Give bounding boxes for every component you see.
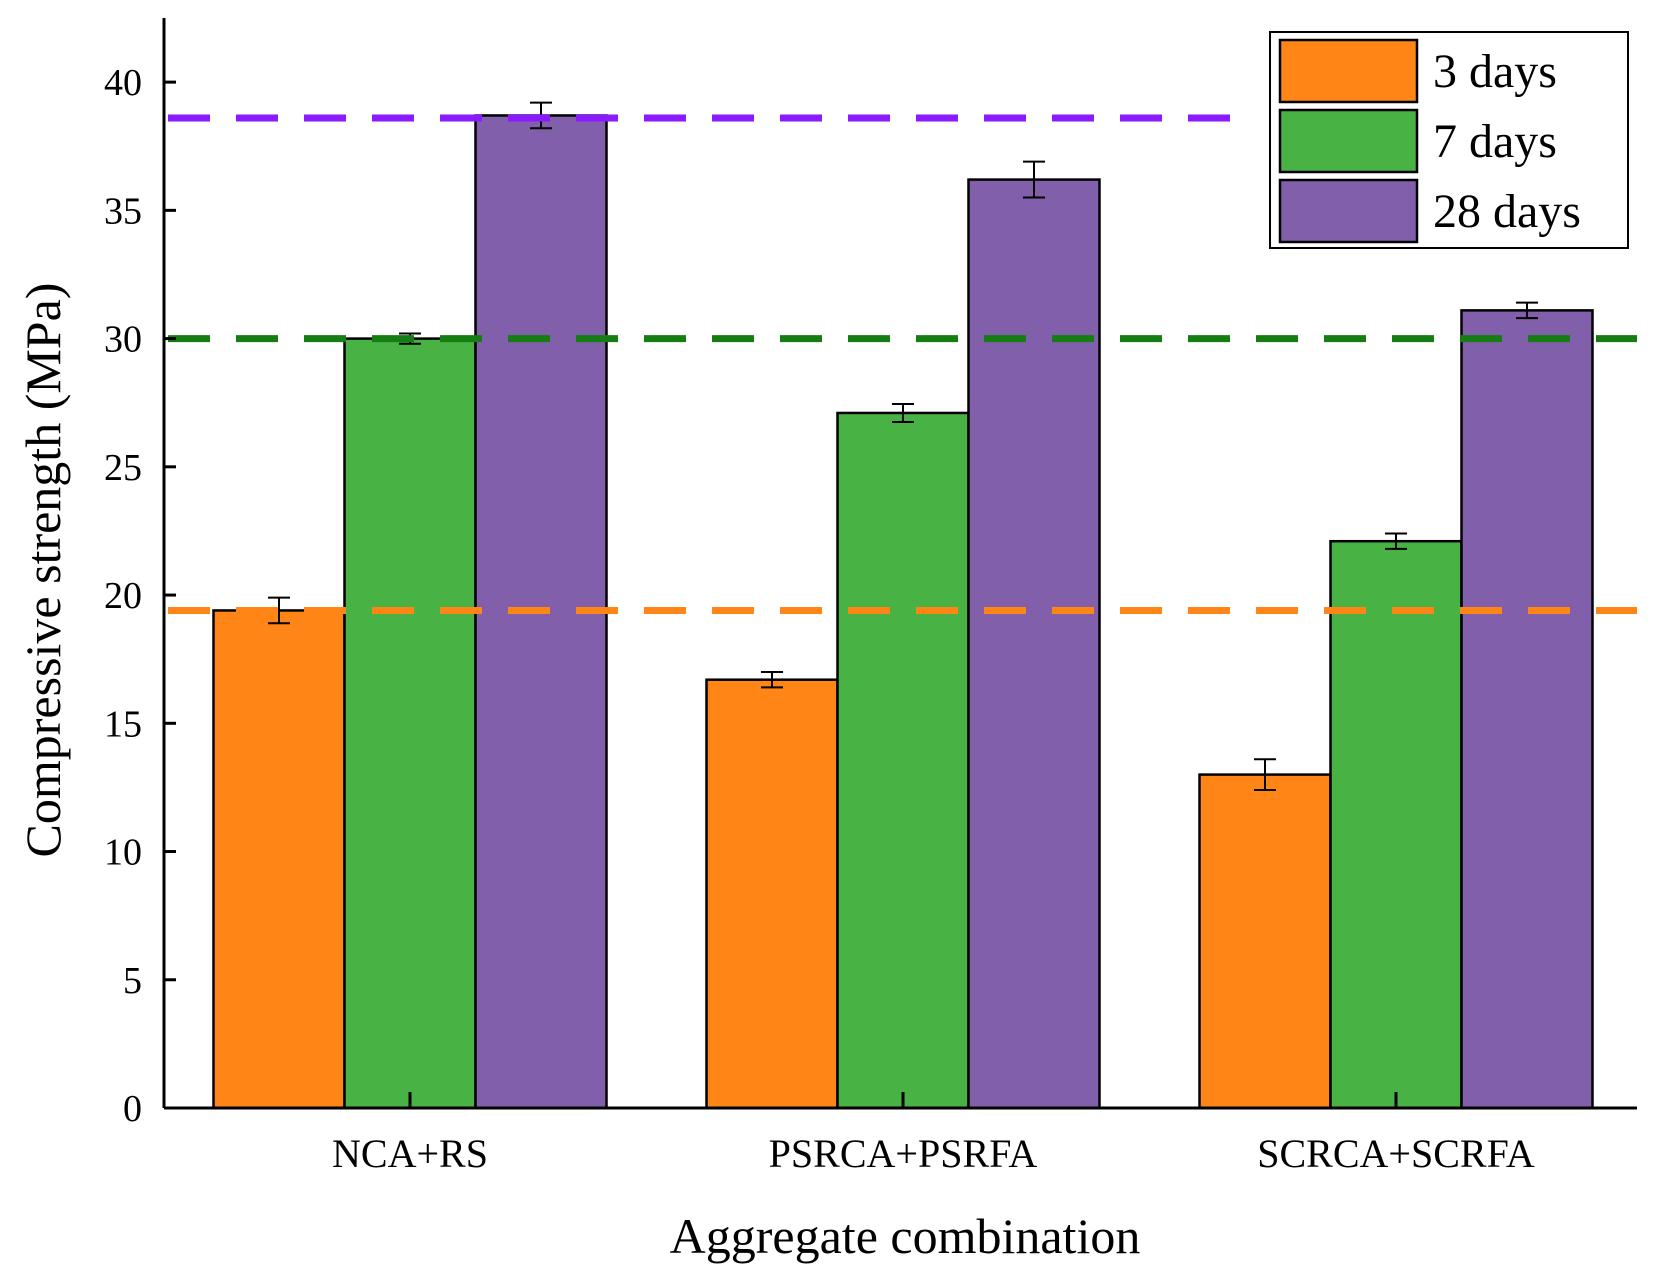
error-bar-3-3: [1516, 301, 1538, 320]
error-bar-3-2: [1023, 160, 1045, 199]
y-tick-label-4: 15: [104, 703, 142, 745]
y-tick-label-9: 40: [104, 62, 142, 104]
bar-1-3: [1198, 773, 1332, 1110]
bar-1-2: [705, 678, 839, 1110]
y-tick-label-1: 0: [123, 1088, 142, 1130]
y-tick-label-2: 5: [123, 960, 142, 1002]
y-tick-label-6: 25: [104, 447, 142, 489]
error-bar-2-3: [1385, 532, 1407, 550]
y-tick-label-8: 35: [104, 190, 142, 232]
error-bar-1-2: [761, 671, 783, 689]
bar-1-1: [212, 609, 346, 1110]
bar-3-2: [967, 178, 1101, 1110]
bar-2-3: [1329, 539, 1463, 1110]
legend-label-3: 28 days: [1433, 185, 1581, 238]
legend: 3 days 7 days 28 days: [1269, 31, 1629, 249]
ticks-layer: 0 5 10 15 20 25 30 35 40 NCA+RS PSRCA+PSRFA SCRCA+S…: [104, 62, 1535, 1176]
legend-swatch-2: [1278, 108, 1419, 174]
error-bar-2-2: [892, 402, 914, 423]
y-tick-label-5: 20: [104, 575, 142, 617]
legend-label-2: 7 days: [1433, 115, 1557, 168]
error-bar-1-3: [1254, 758, 1276, 791]
x-tick-label-2: PSRCA+PSRFA: [769, 1131, 1038, 1176]
bar-3-3: [1460, 309, 1594, 1110]
error-bar-1-1: [268, 596, 290, 625]
y-axis-title: Compressive strength (MPa): [15, 283, 71, 858]
bar-2-2: [836, 411, 970, 1110]
y-tick-label-7: 30: [104, 319, 142, 361]
legend-label-1: 3 days: [1433, 45, 1557, 98]
reference-lines-layer: [168, 114, 1637, 614]
bar-2-1: [343, 337, 477, 1110]
error-bars-layer: [268, 101, 1538, 791]
x-axis-title: Aggregate combination: [670, 1208, 1141, 1264]
bars-layer: [212, 114, 1594, 1110]
legend-swatch-1: [1278, 38, 1419, 104]
legend-swatch-3: [1278, 178, 1419, 244]
x-tick-label-3: SCRCA+SCRFA: [1257, 1131, 1535, 1176]
y-tick-label-3: 10: [104, 832, 142, 874]
x-tick-label-1: NCA+RS: [332, 1131, 488, 1176]
